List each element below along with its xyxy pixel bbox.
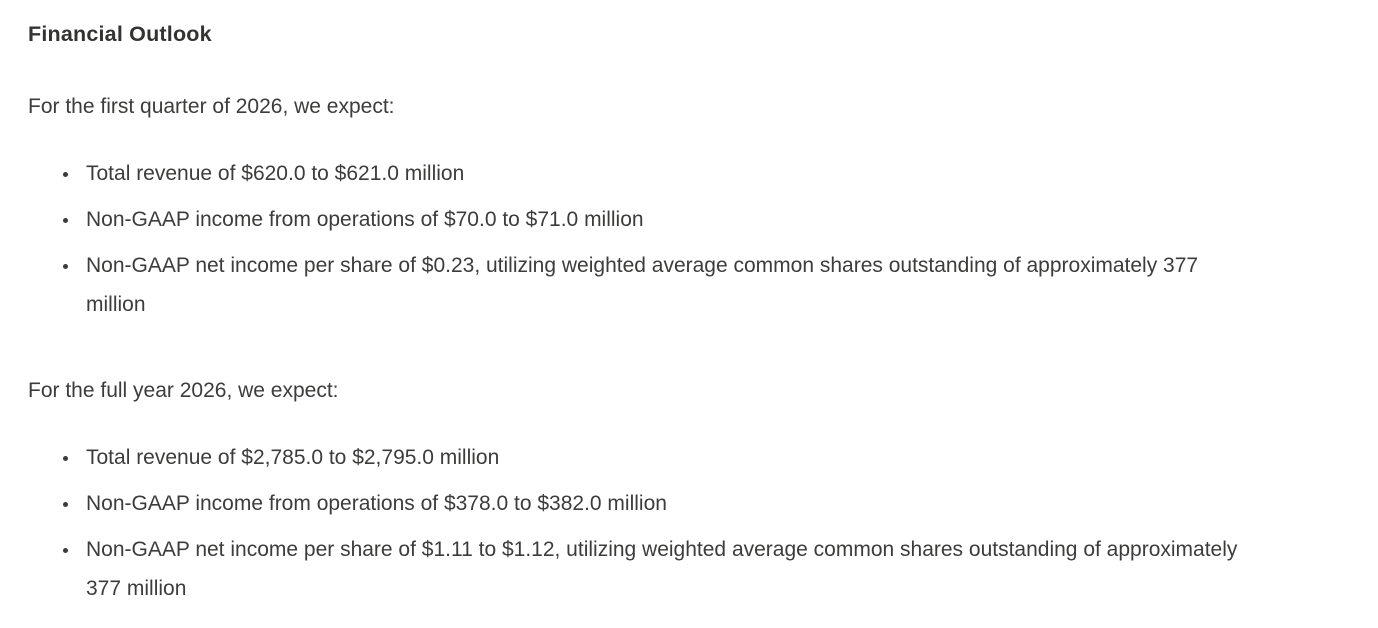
first-quarter-guidance-list: Total revenue of $620.0 to $621.0 millio… <box>28 154 1240 324</box>
list-item-fy-non-gaap-net-income-per-share: Non-GAAP net income per share of $1.11 t… <box>80 530 1240 608</box>
list-item-q1-non-gaap-net-income-per-share: Non-GAAP net income per share of $0.23, … <box>80 246 1240 324</box>
list-item-fy-non-gaap-income-from-operations: Non-GAAP income from operations of $378.… <box>80 484 1240 523</box>
list-item-q1-non-gaap-income-from-operations: Non-GAAP income from operations of $70.0… <box>80 200 1240 239</box>
intro-paragraph-first-quarter: For the first quarter of 2026, we expect… <box>28 95 395 118</box>
section-heading-financial-outlook: Financial Outlook <box>28 22 212 46</box>
intro-paragraph-full-year: For the full year 2026, we expect: <box>28 379 339 402</box>
full-year-guidance-list: Total revenue of $2,785.0 to $2,795.0 mi… <box>28 438 1240 608</box>
list-item-fy-total-revenue: Total revenue of $2,785.0 to $2,795.0 mi… <box>80 438 1240 477</box>
financial-outlook-document: Financial Outlook For the first quarter … <box>0 0 1378 608</box>
list-item-q1-total-revenue: Total revenue of $620.0 to $621.0 millio… <box>80 154 1240 193</box>
